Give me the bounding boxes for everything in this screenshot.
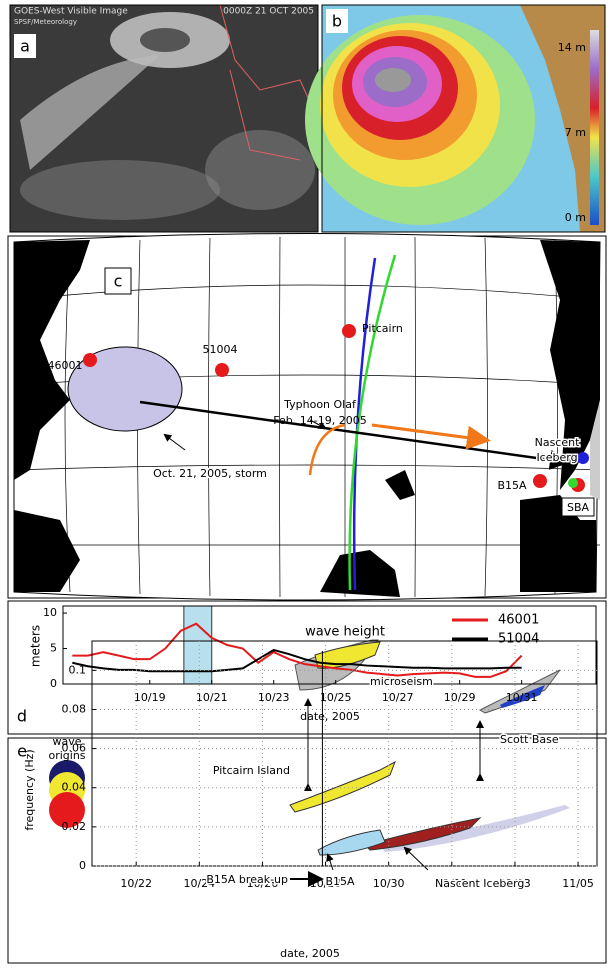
x-tick-label: 10/19 bbox=[134, 691, 166, 704]
x-axis-label: date, 2005 bbox=[300, 710, 360, 723]
y-tick-label: 0.02 bbox=[62, 820, 87, 833]
place-label: Oct. 21, 2005, storm bbox=[153, 467, 267, 480]
y-axis-label: frequency (Hz) bbox=[23, 749, 36, 830]
y-tick-label: 0.08 bbox=[62, 702, 87, 715]
credit: SPSF/Meteorology bbox=[14, 18, 77, 26]
place-label: Feb. 14-19, 2005 bbox=[273, 414, 366, 427]
figure: GOES-West Visible Image 0000Z 21 OCT 200… bbox=[0, 0, 610, 967]
highlight-window bbox=[184, 606, 212, 684]
panel-label: e bbox=[17, 742, 27, 761]
timestamp: 0000Z 21 OCT 2005 bbox=[223, 7, 314, 17]
b15a-station bbox=[533, 474, 547, 488]
y-tick-label: 0.04 bbox=[62, 781, 87, 794]
y-axis-label: meters bbox=[29, 625, 43, 667]
legend-label: 51004 bbox=[498, 632, 539, 647]
colorbar bbox=[590, 30, 599, 225]
x-axis-label: date, 2005 bbox=[280, 947, 340, 960]
contour bbox=[375, 68, 411, 92]
colorbar-label: 7 m bbox=[565, 126, 586, 139]
cloud bbox=[205, 130, 315, 210]
place-label: B15A bbox=[497, 479, 527, 492]
y-tick-label: 0.1 bbox=[69, 663, 87, 676]
x-tick-label: 10/22 bbox=[120, 877, 152, 890]
annotation: wave height bbox=[305, 625, 385, 640]
ridge bbox=[380, 805, 570, 852]
place-label: Pitcairn bbox=[362, 322, 403, 335]
panel-b: b 14 m 7 m 0 m bbox=[305, 5, 605, 232]
x-tick-label: 10/29 bbox=[444, 691, 476, 704]
place-label: 51004 bbox=[203, 343, 238, 356]
place-label: SBA bbox=[567, 501, 590, 514]
ridge bbox=[290, 762, 395, 812]
pitcairn-station bbox=[342, 324, 356, 338]
x-tick-label: 11/05 bbox=[562, 877, 594, 890]
x-tick-label: 10/27 bbox=[382, 691, 414, 704]
buoy-51004 bbox=[215, 363, 229, 377]
arrow bbox=[328, 855, 333, 870]
panel-label: d bbox=[17, 707, 27, 726]
place-label: Typhoon Olaf bbox=[283, 398, 357, 411]
buoy-46001 bbox=[83, 353, 97, 367]
annotation: Pitcairn Island bbox=[213, 764, 290, 777]
colorbar-label: 0 m bbox=[565, 211, 586, 224]
panel-c: c 46001 51004 Typhoon Olaf Feb. 14-19, 2… bbox=[8, 234, 606, 601]
panel-a: GOES-West Visible Image 0000Z 21 OCT 200… bbox=[10, 5, 318, 232]
frame bbox=[8, 738, 606, 963]
annotation: microseism bbox=[370, 675, 433, 688]
place-label: Iceberg bbox=[536, 451, 577, 464]
arrow bbox=[405, 848, 428, 870]
annotation: Scott Base bbox=[500, 733, 559, 746]
annotation: B15A bbox=[325, 875, 355, 888]
y-tick-label: 0 bbox=[50, 677, 57, 690]
place-label: 46001 bbox=[48, 359, 83, 372]
y-tick-label: 5 bbox=[50, 642, 57, 655]
cloud-eye bbox=[140, 28, 190, 52]
legend-label: 46001 bbox=[498, 613, 539, 628]
colorbar-label: 14 m bbox=[558, 41, 586, 54]
panel-label: a bbox=[20, 37, 30, 56]
place-label: Nascent bbox=[535, 436, 580, 449]
sba-station bbox=[568, 478, 578, 488]
y-tick-label: 0 bbox=[79, 859, 86, 872]
x-tick-label: 10/25 bbox=[320, 691, 352, 704]
x-tick-label: 10/30 bbox=[373, 877, 405, 890]
panel-label: b bbox=[332, 12, 342, 31]
annotation: B15A break-up bbox=[206, 873, 288, 886]
annotation: Nascent Iceberg bbox=[435, 877, 524, 890]
cloud bbox=[20, 160, 220, 220]
panel-label: c bbox=[114, 272, 123, 291]
nascent-station bbox=[577, 452, 589, 464]
x-tick-label: 10/21 bbox=[196, 691, 228, 704]
y-tick-label: 10 bbox=[43, 606, 57, 619]
image-title: GOES-West Visible Image bbox=[14, 7, 128, 17]
ridge bbox=[318, 830, 385, 855]
x-tick-label: 10/31 bbox=[506, 691, 538, 704]
